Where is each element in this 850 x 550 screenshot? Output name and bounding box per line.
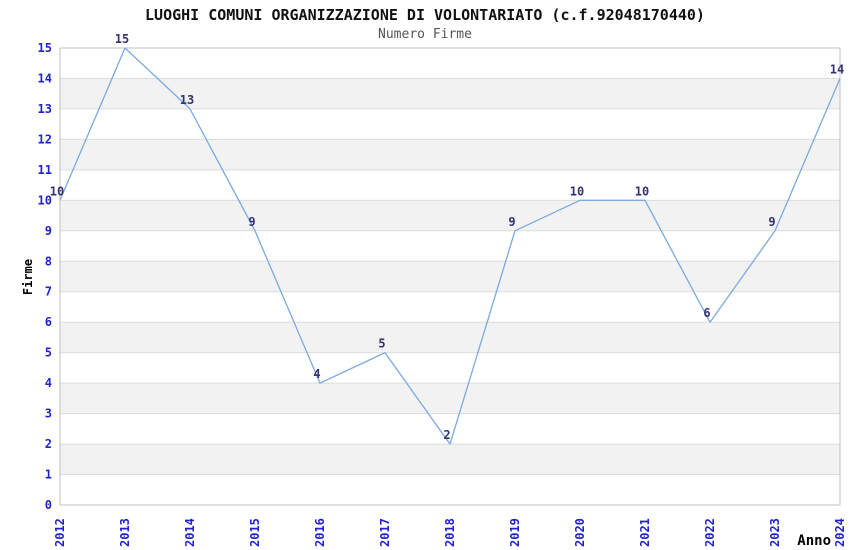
data-point-label: 2 (443, 428, 450, 442)
x-tick-label: 2017 (378, 518, 392, 547)
data-point-label: 4 (313, 367, 320, 381)
plot-band (60, 139, 840, 170)
y-tick-label: 7 (45, 285, 52, 299)
x-tick-label: 2012 (53, 518, 67, 547)
y-tick-label: 2 (45, 437, 52, 451)
data-point-label: 9 (508, 215, 515, 229)
y-tick-label: 6 (45, 315, 52, 329)
y-tick-label: 13 (38, 102, 52, 116)
data-line (59, 47, 841, 445)
plot-frame (59, 47, 841, 506)
y-tick-label: 8 (45, 254, 52, 268)
y-tick-label: 15 (38, 41, 52, 55)
x-tick-label: 2024 (833, 518, 847, 547)
x-axis-title: Anno (797, 533, 831, 549)
y-tick-label: 9 (45, 224, 52, 238)
y-tick-label: 10 (38, 193, 52, 207)
plot-band (60, 78, 840, 109)
chart-subtitle: Numero Firme (378, 27, 472, 42)
x-tick-label: 2019 (508, 518, 522, 547)
data-point-label: 15 (115, 32, 129, 46)
chart-title: LUOGHI COMUNI ORGANIZZAZIONE DI VOLONTAR… (145, 6, 705, 24)
y-tick-label: 3 (45, 407, 52, 421)
y-tick-label: 4 (45, 376, 52, 390)
data-point-label: 10 (570, 184, 584, 198)
x-tick-label: 2014 (183, 518, 197, 547)
y-tick-label: 0 (45, 498, 52, 512)
data-point-label: 10 (50, 184, 64, 198)
data-point-label: 14 (830, 62, 844, 76)
plot-band (60, 261, 840, 292)
x-tick-label: 2015 (248, 518, 262, 547)
data-point-label: 5 (378, 337, 385, 351)
y-tick-label: 1 (45, 468, 52, 482)
data-point-label: 9 (768, 215, 775, 229)
data-point-label: 9 (248, 215, 255, 229)
x-tick-label: 2020 (573, 518, 587, 547)
y-tick-label: 11 (38, 163, 52, 177)
y-tick-label: 14 (38, 71, 52, 85)
data-point-label: 13 (180, 93, 194, 107)
plot-band (60, 444, 840, 475)
x-tick-label: 2013 (118, 518, 132, 547)
data-point-label: 6 (703, 306, 710, 320)
y-tick-label: 5 (45, 346, 52, 360)
data-point-label: 10 (635, 184, 649, 198)
x-tick-label: 2016 (313, 518, 327, 547)
x-tick-label: 2022 (703, 518, 717, 547)
x-tick-label: 2023 (768, 518, 782, 547)
plot-band (60, 322, 840, 353)
plot-band (60, 200, 840, 231)
plot-band (60, 383, 840, 414)
y-tick-label: 12 (38, 132, 52, 146)
x-tick-label: 2018 (443, 518, 457, 547)
x-tick-label: 2021 (638, 518, 652, 547)
